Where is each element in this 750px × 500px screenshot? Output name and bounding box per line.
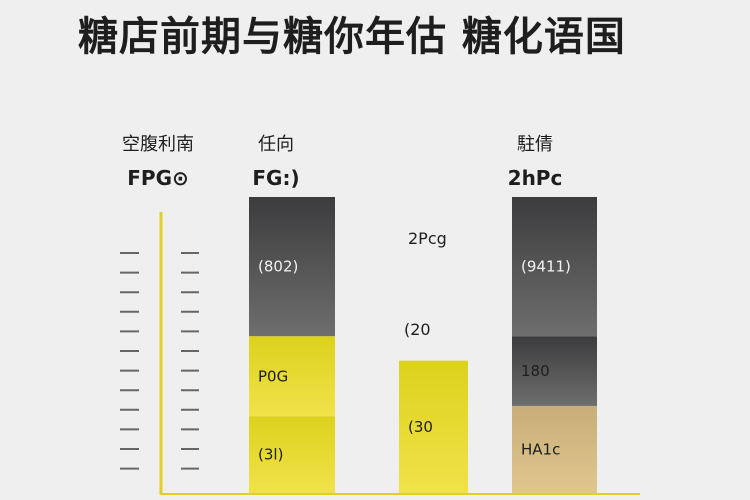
bar-segment-2 (249, 336, 335, 417)
header-fpg: 空腹利南 FPG⊙ (108, 130, 208, 190)
header-fpg-label: 空腹利南 (122, 134, 194, 155)
bar-segment-1 (249, 197, 335, 337)
bar-segment-5 (512, 197, 597, 337)
header-fpg-sub: FPG⊙ (127, 166, 189, 190)
header-fg-sub: FG:) (252, 166, 300, 190)
header-2hpc: 駐倩 2hPc (505, 130, 565, 190)
chart-title: 糖店前期与糖你年估 糖化语国 (78, 14, 626, 60)
bar-segment-label-6: 180 (521, 362, 550, 380)
bar-segment-label-2: P0G (258, 367, 288, 385)
header-fg-label: 任向 (258, 134, 294, 155)
bar-segment-label-3: (3l) (258, 446, 283, 464)
bar-segment-6 (512, 336, 597, 406)
header-2hpc-label: 駐倩 (517, 134, 553, 155)
bar-segment-label-5: (9411) (521, 258, 571, 276)
mid-value-annotation: (20 (404, 320, 431, 339)
bar-segment-label-1: (802) (258, 258, 298, 276)
bar-segment-4 (399, 360, 468, 493)
bar-segment-label-4: (30 (408, 418, 433, 436)
mid-top-annotation: 2Pcg (408, 229, 447, 248)
bar-segment-label-7: HA1c (521, 440, 560, 458)
header-fg: 任向 FG:) (246, 130, 306, 190)
bar-segment-7 (512, 405, 597, 493)
header-2hpc-sub: 2hPc (507, 166, 563, 190)
bar-segment-3 (249, 416, 335, 493)
